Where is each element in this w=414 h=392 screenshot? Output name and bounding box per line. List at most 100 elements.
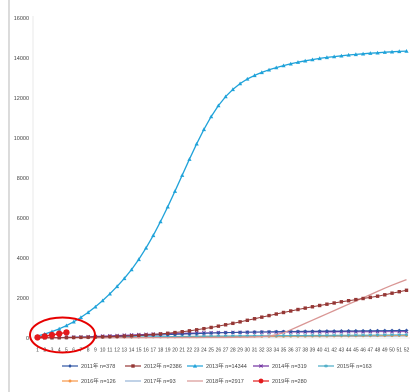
data-point	[353, 52, 358, 57]
data-point	[86, 335, 90, 339]
x-tick-label: 10	[100, 348, 106, 354]
legend-label: 2014年 n=319	[272, 362, 307, 370]
data-point	[48, 331, 56, 339]
data-point	[288, 61, 293, 66]
data-point	[397, 49, 402, 54]
series-group	[35, 288, 409, 340]
data-point	[71, 319, 76, 324]
x-tick-label: 22	[187, 348, 193, 354]
data-point	[289, 309, 293, 313]
data-point	[404, 288, 409, 292]
series-line	[37, 50, 407, 337]
data-point	[252, 73, 257, 78]
data-point	[202, 331, 206, 336]
data-point	[317, 333, 322, 338]
data-point	[303, 329, 308, 334]
data-point	[317, 329, 322, 334]
data-point	[202, 326, 206, 331]
data-point	[259, 70, 264, 75]
x-tick-label: 34	[273, 348, 279, 354]
data-point	[223, 323, 228, 327]
data-point	[245, 330, 250, 335]
data-point	[368, 333, 373, 337]
data-point	[194, 331, 199, 336]
y-tick-label: 14000	[14, 56, 29, 62]
data-point	[173, 330, 177, 335]
data-point	[383, 333, 387, 337]
x-tick-labels: 1 2 3 4 5 6 7 8 9 10 11 12 13 14 15 16 17 18 19 20 21 22 23 24 2…	[36, 348, 409, 354]
data-point	[332, 54, 337, 59]
data-point	[324, 55, 330, 60]
x-tick-label: 8	[87, 348, 90, 354]
data-point	[209, 114, 214, 119]
data-point	[100, 298, 105, 303]
data-point	[310, 57, 315, 62]
x-tick-label: 45	[353, 348, 359, 354]
x-tick-label: 36	[288, 348, 294, 354]
data-point	[64, 335, 69, 340]
data-point	[216, 103, 221, 108]
data-point	[360, 51, 366, 56]
data-point	[296, 329, 300, 334]
y-tick-label: 2000	[17, 296, 29, 302]
data-point	[346, 333, 351, 337]
x-tick-label: 20	[172, 348, 178, 354]
legend-item: 2014年 n=319	[253, 362, 307, 370]
data-point	[390, 333, 394, 337]
data-point	[180, 330, 184, 334]
legend-label: 2012年 n=2386	[144, 362, 182, 370]
x-tick-label: 14	[129, 348, 135, 354]
y-tick-label: 12000	[14, 96, 29, 102]
legend-label: 2017年 n=93	[144, 377, 176, 385]
data-point	[78, 315, 84, 320]
legend-item: 2017年 n=93	[125, 377, 176, 385]
data-point	[325, 302, 329, 306]
data-point	[368, 328, 373, 333]
series-group	[37, 279, 407, 339]
x-tick-label: 33	[266, 348, 272, 354]
data-point	[252, 317, 257, 321]
data-point	[375, 328, 380, 333]
y-tick-label: 6000	[17, 216, 29, 222]
data-point	[41, 333, 48, 340]
data-point	[346, 328, 351, 333]
data-point	[129, 267, 134, 272]
y-tick-label: 8000	[17, 176, 29, 182]
x-tick-label: 19	[165, 348, 171, 354]
plot-series	[34, 49, 409, 341]
legend-item: 2016年 n=126	[62, 377, 116, 385]
data-point	[361, 296, 365, 301]
x-tick-label: 16	[143, 348, 149, 354]
x-tick-label: 46	[360, 348, 366, 354]
data-point	[137, 333, 141, 338]
data-point	[274, 312, 278, 316]
data-point	[389, 49, 395, 54]
data-point	[310, 333, 315, 338]
data-point	[339, 333, 344, 337]
data-point	[375, 50, 380, 55]
x-tick-label: 49	[382, 348, 388, 354]
legend-marker	[259, 364, 263, 368]
x-tick-label: 47	[368, 348, 374, 354]
series-line	[37, 289, 407, 339]
data-point	[368, 51, 373, 55]
x-tick-label: 52	[404, 348, 410, 354]
x-tick-label: 29	[237, 348, 243, 354]
data-point	[397, 328, 402, 333]
data-point	[317, 56, 322, 61]
data-point	[390, 328, 394, 333]
data-point	[382, 328, 387, 333]
data-point	[166, 331, 170, 335]
x-tick-label: 3	[51, 348, 54, 354]
legend-marker	[131, 364, 135, 368]
data-point	[397, 333, 402, 337]
x-tick-label: 18	[158, 348, 164, 354]
data-point	[375, 294, 380, 298]
data-point	[201, 127, 207, 132]
x-tick-label: 43	[339, 348, 345, 354]
series-line	[37, 279, 407, 339]
data-point	[303, 333, 307, 338]
data-point	[383, 293, 387, 297]
data-point	[136, 257, 141, 262]
data-point	[107, 291, 112, 296]
